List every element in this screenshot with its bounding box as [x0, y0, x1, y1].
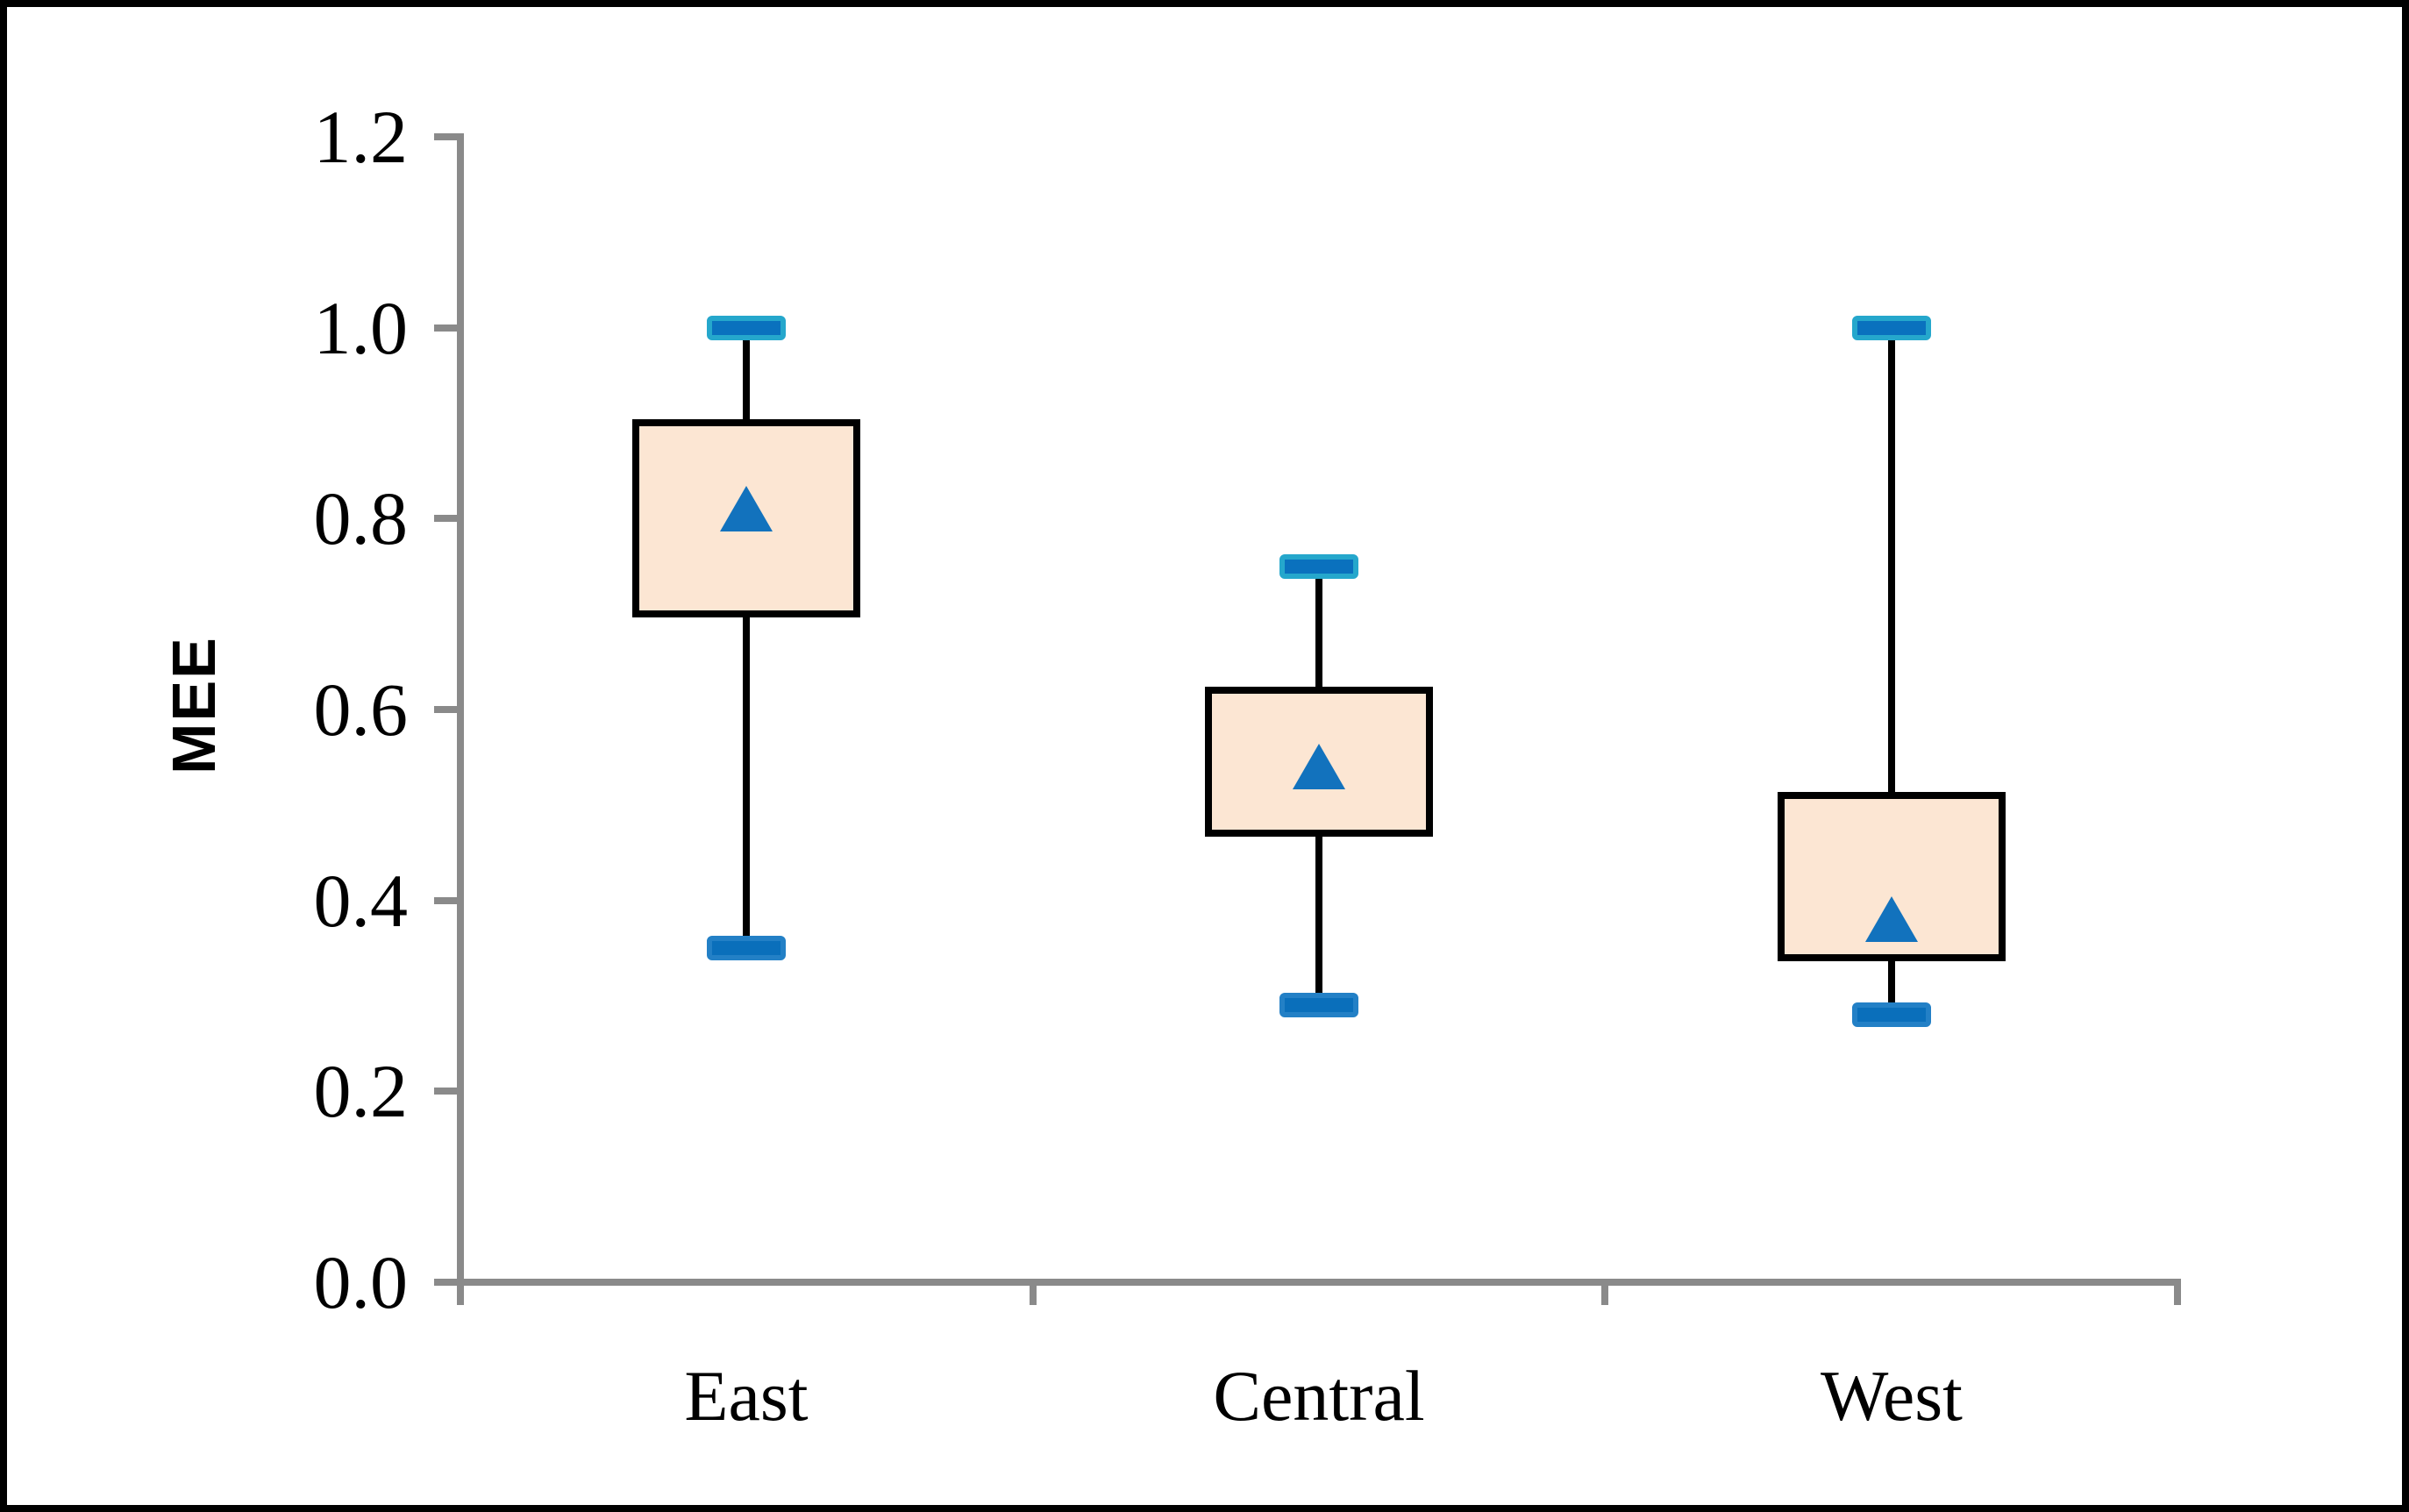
x-category-boundary-tick [2174, 1282, 2181, 1305]
y-tick-label: 1.0 [313, 286, 409, 370]
whisker-cap-min-central [1279, 993, 1358, 1017]
whisker-upper-central [1315, 567, 1322, 690]
y-axis-line [457, 133, 464, 1286]
whisker-lower-east [743, 614, 750, 948]
whisker-cap-max-central [1279, 554, 1358, 579]
chart-area: MEE 0.0 0.2 0.4 0.6 0.8 1.0 1.2 East Central West [7, 7, 2402, 1505]
box-east [632, 419, 860, 617]
x-category-boundary-tick [457, 1282, 464, 1305]
y-tick [434, 897, 457, 904]
whisker-cap-min-east [707, 936, 786, 960]
y-tick [434, 133, 457, 140]
x-category-boundary-tick [1601, 1282, 1608, 1305]
y-tick [434, 1088, 457, 1095]
whisker-cap-min-west [1852, 1002, 1931, 1027]
y-tick-label: 0.6 [313, 667, 409, 752]
whisker-upper-west [1888, 328, 1895, 795]
mean-marker-west [1865, 896, 1918, 942]
y-tick [434, 706, 457, 713]
mean-marker-central [1293, 744, 1345, 789]
whisker-cap-max-west [1852, 316, 1931, 340]
whisker-cap-max-east [707, 316, 786, 340]
whisker-upper-east [743, 328, 750, 424]
y-tick-label: 0.0 [313, 1240, 409, 1324]
x-category-label: West [1821, 1356, 1963, 1436]
mean-marker-east [720, 486, 773, 531]
y-tick-label: 1.2 [313, 95, 409, 179]
y-tick-label: 0.4 [313, 859, 409, 943]
x-category-label: East [684, 1356, 809, 1436]
y-tick [434, 1279, 457, 1286]
x-category-label: Central [1213, 1356, 1425, 1436]
y-tick [434, 515, 457, 522]
y-tick [434, 325, 457, 332]
whisker-lower-west [1888, 958, 1895, 1015]
x-category-boundary-tick [1030, 1282, 1037, 1305]
y-tick-label: 0.2 [313, 1049, 409, 1133]
x-axis-line [457, 1279, 2181, 1286]
whisker-lower-central [1315, 833, 1322, 1005]
y-tick-label: 0.8 [313, 476, 409, 560]
